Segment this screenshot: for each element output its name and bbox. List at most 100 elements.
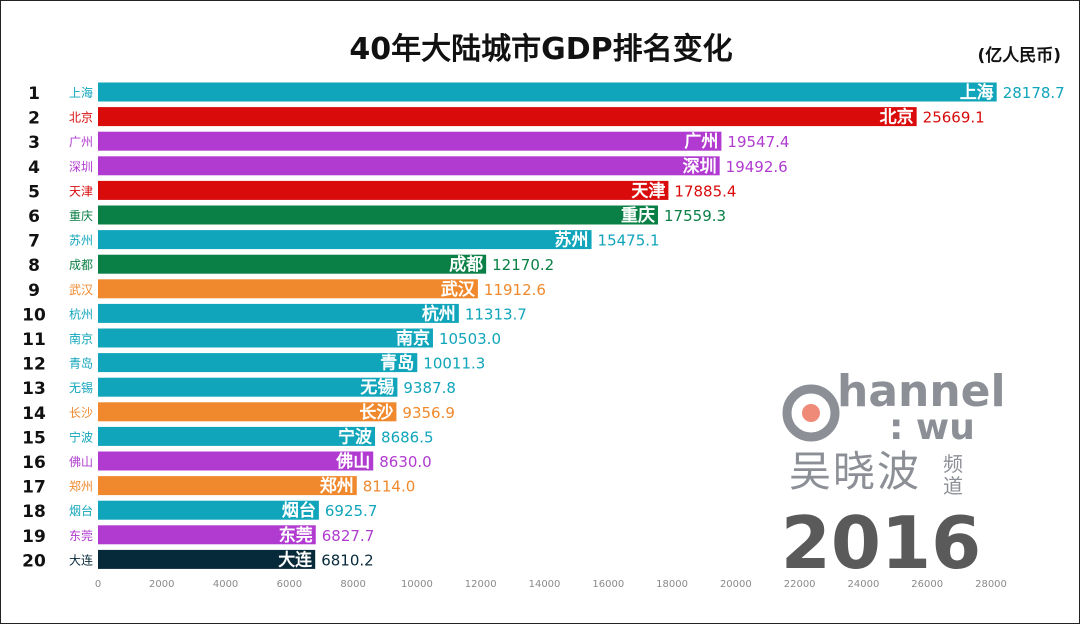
bar-青岛 (98, 353, 418, 373)
city-axis-label: 武汉 (69, 283, 93, 297)
bar-inner-label: 广州 (684, 131, 718, 152)
rank-label: 18 (22, 502, 46, 522)
logo-cn: 吴晓波 (789, 447, 921, 496)
city-axis-label: 杭州 (69, 306, 93, 321)
value-label: 6810.2 (321, 551, 374, 569)
value-label: 6925.7 (325, 502, 378, 520)
year-label: 2016 (781, 501, 981, 585)
x-tick-label: 8000 (340, 579, 365, 590)
bar-南京 (98, 328, 433, 348)
bar-inner-label: 无锡 (359, 377, 394, 398)
value-label: 15475.1 (598, 232, 660, 250)
bar-深圳 (98, 156, 720, 176)
logo-text-sub: : wu (889, 407, 975, 448)
bar-inner-label: 郑州 (320, 476, 354, 497)
value-label: 19492.6 (726, 158, 788, 176)
x-tick-label: 6000 (277, 579, 302, 590)
channel-wu-logo: hannel : wu 吴晓波 频 道 (782, 366, 1006, 498)
x-tick-label: 22000 (784, 579, 816, 590)
bar-武汉 (98, 279, 478, 299)
city-axis-label: 苏州 (69, 234, 93, 248)
city-axis-label: 北京 (69, 111, 93, 125)
city-axis-label: 广州 (69, 135, 93, 149)
x-tick-label: 26000 (911, 579, 943, 590)
value-label: 8630.0 (379, 453, 432, 471)
bar-inner-label: 深圳 (683, 156, 717, 177)
bar-东莞 (98, 525, 316, 545)
bar-inner-label: 北京 (880, 107, 914, 128)
bar-inner-label: 东莞 (279, 525, 313, 546)
value-label: 25669.1 (923, 109, 985, 127)
logo-c-ring (782, 384, 840, 442)
bar-inner-label: 佛山 (335, 451, 370, 472)
bar-inner-label: 成都 (449, 254, 483, 275)
city-axis-label: 重庆 (69, 209, 93, 223)
rank-label: 8 (28, 256, 40, 276)
rank-label: 10 (22, 305, 46, 325)
rank-label: 3 (28, 133, 40, 153)
value-label: 9356.9 (402, 404, 455, 422)
city-axis-label: 佛山 (69, 455, 93, 469)
value-label: 12170.2 (492, 256, 554, 274)
logo-cn-side-1: 频 (943, 452, 963, 476)
value-label: 9387.8 (403, 379, 456, 397)
rank-label: 4 (28, 158, 40, 178)
rank-label: 15 (22, 428, 46, 448)
bar-北京 (98, 107, 917, 127)
bar-重庆 (98, 205, 659, 225)
value-label: 8114.0 (363, 478, 416, 496)
rank-label: 2 (28, 109, 40, 129)
bar-inner-label: 宁波 (338, 426, 373, 447)
value-label: 17885.4 (674, 182, 736, 200)
bars-group: 1 上海 上海 28178.7 2 北京 北京 25669.1 3 广州 广州 19547.4 4 深圳 深… (22, 82, 1065, 571)
bar-苏州 (98, 230, 592, 250)
rank-label: 14 (22, 404, 46, 424)
bar-inner-label: 天津 (631, 180, 665, 201)
value-label: 19547.4 (727, 133, 789, 151)
rank-label: 12 (22, 355, 46, 375)
bar-长沙 (98, 402, 397, 422)
city-axis-label: 宁波 (69, 429, 93, 444)
x-tick-label: 28000 (975, 579, 1007, 590)
bar-inner-label: 烟台 (282, 500, 316, 521)
value-label: 28178.7 (1003, 84, 1065, 102)
value-label: 8686.5 (381, 428, 434, 446)
city-axis-label: 无锡 (69, 380, 93, 395)
bar-inner-label: 南京 (396, 328, 430, 349)
bar-inner-label: 武汉 (441, 279, 476, 300)
rank-label: 17 (22, 478, 46, 498)
city-axis-label: 成都 (69, 258, 93, 272)
city-axis-label: 南京 (69, 331, 93, 346)
bar-inner-label: 大连 (278, 549, 313, 570)
rank-label: 16 (22, 453, 46, 473)
bar-inner-label: 苏州 (555, 230, 589, 251)
rank-label: 9 (28, 281, 40, 301)
bar-广州 (98, 131, 722, 151)
x-tick-label: 10000 (401, 579, 433, 590)
value-label: 10503.0 (439, 330, 501, 348)
bar-杭州 (98, 303, 459, 323)
x-tick-label: 12000 (465, 579, 497, 590)
bar-inner-label: 上海 (960, 82, 994, 103)
city-axis-label: 青岛 (69, 356, 93, 371)
logo-dot (802, 404, 820, 422)
bar-成都 (98, 254, 487, 274)
x-tick-label: 14000 (529, 579, 561, 590)
bar-郑州 (98, 476, 357, 496)
bar-宁波 (98, 426, 376, 446)
bar-大连 (98, 549, 316, 569)
rank-label: 6 (28, 207, 40, 227)
value-label: 11912.6 (484, 281, 546, 299)
city-axis-label: 东莞 (69, 529, 93, 543)
x-tick-label: 18000 (656, 579, 688, 590)
value-label: 17559.3 (664, 207, 726, 225)
x-tick-label: 16000 (592, 579, 624, 590)
x-tick-label: 24000 (848, 579, 880, 590)
city-axis-label: 大连 (69, 552, 93, 567)
city-axis-label: 深圳 (69, 160, 93, 174)
unit-label: (亿人民币) (977, 45, 1061, 66)
bar-烟台 (98, 500, 319, 520)
city-axis-label: 上海 (69, 85, 93, 100)
bar-无锡 (98, 377, 398, 397)
